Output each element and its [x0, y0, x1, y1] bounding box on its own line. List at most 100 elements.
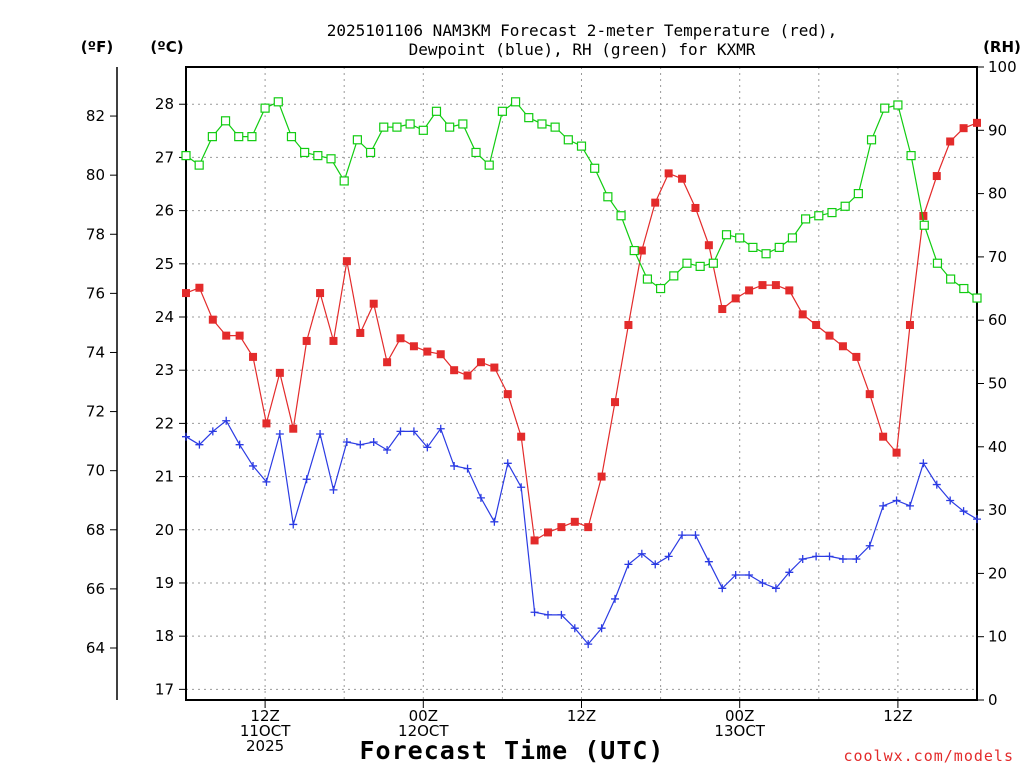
data-point-marker — [745, 286, 754, 295]
data-point-marker — [651, 560, 660, 569]
x-tick-label: 11OCT — [240, 722, 291, 740]
data-point-marker — [286, 132, 297, 142]
axes: 64 66 68 70 72 74 76 78 80 82 17 18 19 20 21 22 23 24 25 26… — [86, 58, 1017, 755]
data-point-marker — [543, 610, 552, 619]
data-point-marker — [611, 594, 620, 603]
data-point-marker — [316, 430, 325, 439]
data-point-marker — [708, 258, 718, 268]
data-point-marker — [603, 192, 613, 202]
x-tick-label: 12Z — [883, 707, 912, 725]
data-point-marker — [879, 432, 888, 441]
data-point-marker — [758, 578, 767, 587]
fahrenheit-axis-unit: (ºF) — [81, 38, 113, 56]
series-layer — [181, 97, 982, 649]
data-point-marker — [289, 424, 298, 433]
data-point-marker — [852, 352, 861, 361]
data-point-marker — [517, 483, 526, 492]
series-rh — [181, 97, 982, 303]
data-point-marker — [273, 97, 283, 107]
data-point-marker — [597, 624, 606, 633]
series-dewpoint — [182, 416, 981, 649]
data-point-marker — [524, 113, 534, 123]
data-point-marker — [748, 242, 758, 253]
data-point-marker — [396, 427, 405, 436]
data-point-marker — [396, 334, 405, 343]
data-point-marker — [557, 610, 566, 619]
data-point-marker — [812, 320, 821, 329]
data-point-marker — [840, 201, 850, 211]
data-point-marker — [611, 398, 620, 407]
data-point-marker — [339, 176, 349, 186]
celsius-tick-label: 21 — [155, 468, 174, 486]
data-point-marker — [262, 477, 271, 486]
data-point-marker — [771, 584, 780, 593]
x-tick-label: 12Z — [567, 707, 596, 725]
data-point-marker — [642, 274, 653, 284]
data-point-marker — [195, 440, 204, 449]
data-point-marker — [220, 116, 231, 126]
data-point-marker — [798, 310, 807, 319]
x-tick-label: 2025 — [246, 737, 284, 755]
data-point-marker — [247, 132, 257, 142]
data-point-marker — [637, 549, 646, 558]
data-point-marker — [476, 493, 485, 502]
data-point-marker — [758, 281, 767, 290]
data-point-marker — [329, 336, 338, 345]
data-point-marker — [691, 531, 700, 540]
data-point-marker — [275, 368, 284, 377]
celsius-tick-label: 26 — [155, 202, 174, 220]
data-point-marker — [785, 286, 794, 295]
data-point-marker — [356, 440, 365, 449]
data-point-marker — [207, 132, 217, 142]
data-point-marker — [550, 122, 560, 132]
celsius-tick-label: 27 — [155, 148, 174, 166]
data-point-marker — [383, 358, 392, 367]
data-point-marker — [484, 160, 494, 170]
data-point-marker — [629, 245, 639, 256]
data-point-marker — [893, 100, 903, 110]
data-point-marker — [369, 299, 378, 308]
data-point-marker — [812, 552, 821, 561]
data-point-marker — [731, 570, 740, 579]
data-point-marker — [222, 331, 231, 340]
data-point-marker — [182, 432, 190, 441]
data-point-marker — [919, 220, 929, 230]
data-point-marker — [356, 328, 365, 337]
fahrenheit-tick-label: 80 — [86, 166, 105, 184]
data-point-marker — [463, 464, 472, 473]
rh-tick-label: 40 — [988, 438, 1007, 456]
data-point-marker — [959, 507, 968, 516]
fahrenheit-tick-label: 64 — [86, 639, 105, 657]
data-point-marker — [838, 555, 847, 564]
data-point-marker — [423, 347, 432, 356]
x-tick-label: 12OCT — [398, 722, 449, 740]
celsius-tick-label: 24 — [155, 308, 174, 326]
data-point-marker — [669, 271, 679, 281]
data-point-marker — [436, 424, 445, 433]
data-point-marker — [721, 230, 732, 240]
data-point-marker — [932, 480, 941, 489]
data-point-marker — [704, 557, 713, 566]
data-point-marker — [181, 151, 191, 161]
data-point-marker — [182, 289, 190, 298]
data-point-marker — [905, 501, 914, 510]
data-point-marker — [302, 336, 311, 345]
data-point-marker — [300, 147, 310, 158]
data-point-marker — [490, 363, 499, 372]
data-point-marker — [798, 555, 807, 564]
data-point-marker — [450, 366, 459, 375]
x-axis-label: Forecast Time (UTC) — [360, 736, 665, 765]
data-point-marker — [326, 154, 336, 164]
data-point-marker — [838, 342, 847, 351]
celsius-tick-label: 23 — [155, 361, 174, 379]
data-point-marker — [932, 172, 941, 181]
data-point-marker — [369, 438, 378, 447]
data-point-marker — [262, 419, 271, 428]
data-point-marker — [510, 97, 521, 107]
data-point-marker — [678, 531, 687, 540]
data-point-marker — [731, 294, 740, 303]
data-point-marker — [365, 147, 376, 158]
data-point-marker — [827, 207, 837, 218]
celsius-tick-label: 20 — [155, 521, 174, 539]
